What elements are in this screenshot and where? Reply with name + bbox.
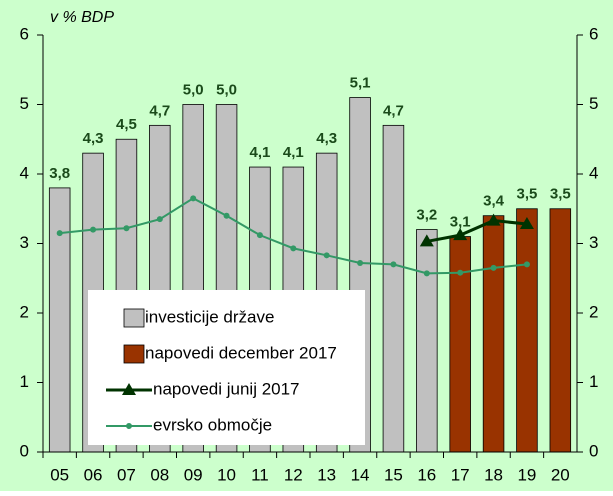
y2-tick-label: 4 [589, 163, 598, 182]
x-tick-label: 09 [184, 465, 203, 484]
y2-tick-label: 6 [589, 24, 598, 43]
x-tick-label: 13 [317, 465, 336, 484]
marker [90, 226, 97, 233]
value-label: 4,1 [250, 144, 271, 161]
marker [523, 261, 530, 268]
x-tick-label: 19 [517, 465, 536, 484]
value-label: 4,7 [149, 102, 170, 119]
marker [323, 252, 330, 259]
legend-swatch [123, 308, 145, 328]
x-tick-label: 08 [150, 465, 169, 484]
marker [156, 216, 163, 223]
x-tick-label: 06 [84, 465, 103, 484]
marker [390, 261, 397, 268]
value-label: 4,5 [116, 116, 137, 133]
x-tick-label: 10 [217, 465, 236, 484]
y-tick-label: 4 [20, 163, 29, 182]
bar [482, 215, 505, 453]
marker [519, 217, 534, 230]
x-tick-label: 05 [50, 465, 69, 484]
legend-marker [126, 423, 132, 429]
x-tick-label: 20 [551, 465, 570, 484]
value-label: 5,0 [216, 81, 237, 98]
y-tick-label: 6 [20, 24, 29, 43]
marker [419, 234, 434, 247]
legend: investicije države napovedi december 2017… [88, 290, 365, 445]
bar [48, 187, 71, 453]
y2-tick-label: 2 [589, 302, 598, 321]
marker [256, 232, 263, 239]
legend-swatch [123, 344, 145, 364]
x-tick-label: 18 [484, 465, 503, 484]
value-label: 4,7 [383, 102, 404, 119]
value-label: 3,2 [416, 207, 437, 224]
marker [490, 264, 497, 271]
x-tick-label: 12 [284, 465, 303, 484]
marker [486, 213, 501, 226]
marker [453, 228, 468, 241]
y2-tick-label: 3 [589, 233, 598, 252]
marker [190, 195, 197, 202]
bar [516, 208, 538, 453]
legend-label: investicije države [145, 307, 274, 326]
value-label: 5,1 [350, 75, 371, 92]
y-tick-label: 0 [20, 441, 29, 460]
y-tick-label: 2 [20, 302, 29, 321]
y-tick-label: 3 [20, 233, 29, 252]
y-tick-label: 5 [20, 94, 29, 113]
y2-tick-label: 0 [589, 441, 598, 460]
x-tick-label: 15 [384, 465, 403, 484]
marker [56, 230, 63, 237]
value-label: 3,5 [550, 186, 571, 203]
y-tick-label: 1 [20, 372, 29, 391]
marker [123, 225, 130, 232]
marker [223, 212, 230, 219]
x-tick-label: 07 [117, 465, 136, 484]
x-tick-label: 11 [251, 465, 269, 484]
value-label: 3,8 [49, 165, 70, 182]
x-tick-label: 14 [351, 465, 370, 484]
x-tick-label: 17 [451, 465, 470, 484]
line [426, 219, 528, 243]
value-label: 5,0 [183, 81, 204, 98]
bar [549, 208, 572, 453]
y2-tick-label: 1 [589, 372, 598, 391]
value-label: 4,3 [316, 130, 337, 147]
bar [449, 236, 471, 453]
y2-tick-label: 5 [589, 94, 598, 113]
legend-label: napovedi december 2017 [145, 343, 337, 362]
legend-label: napovedi junij 2017 [153, 379, 300, 398]
marker [357, 259, 364, 266]
value-label: 4,3 [83, 130, 104, 147]
value-label: 3,5 [517, 186, 538, 203]
bar [416, 229, 438, 453]
marker [290, 245, 297, 252]
value-label: 4,1 [283, 144, 304, 161]
value-label: 3,4 [483, 193, 505, 210]
value-label: 3,1 [450, 214, 471, 231]
axis-unit-label: v % BDP [50, 9, 114, 26]
marker [423, 270, 430, 277]
x-tick-label: 16 [417, 465, 436, 484]
marker [457, 269, 464, 276]
bar [382, 124, 405, 453]
legend-marker [122, 383, 136, 395]
legend-label: evrsko območje [153, 415, 272, 434]
